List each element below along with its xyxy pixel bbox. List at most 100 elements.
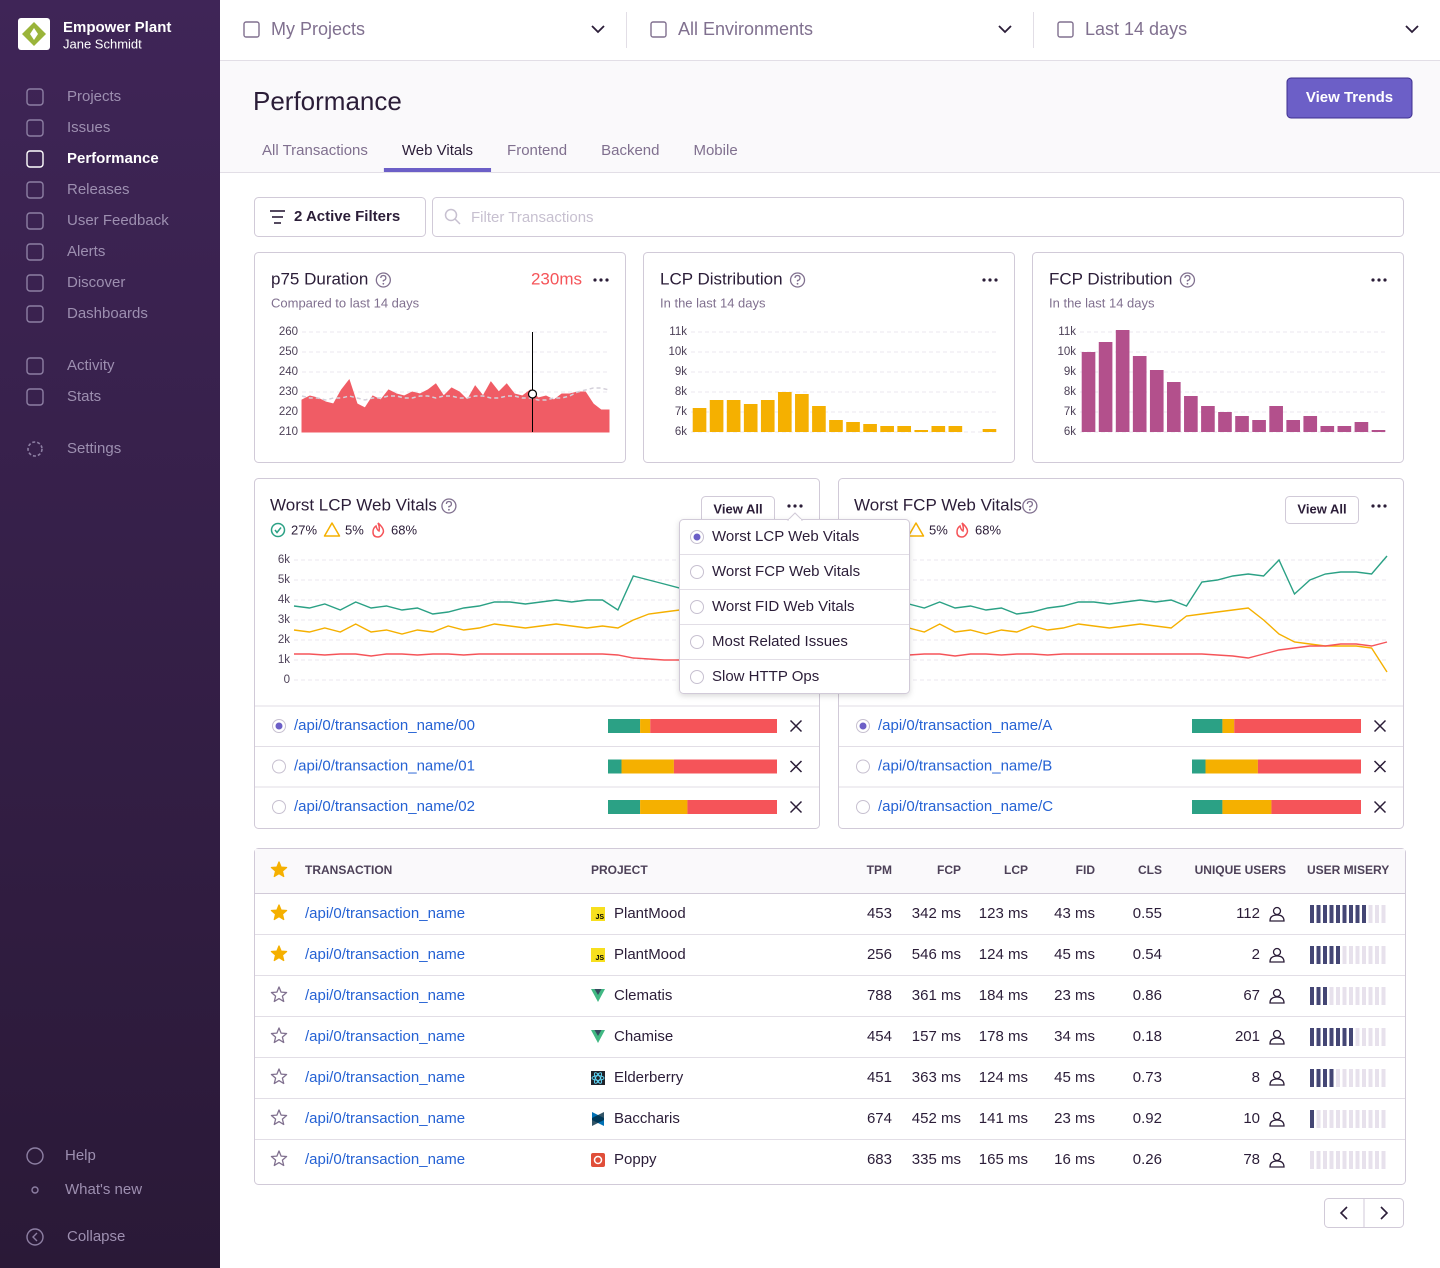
radio[interactable] [691,566,704,579]
tab[interactable]: All Transactions [262,142,368,159]
misery-segment [1362,905,1366,923]
cell-fcp: 452 ms [912,1110,961,1127]
more-icon [599,278,602,281]
radio[interactable] [691,671,704,684]
radio[interactable] [273,801,286,814]
menu-option[interactable]: Worst LCP Web Vitals [712,528,859,545]
misery-segment [1375,1151,1379,1169]
cell-fid: 45 ms [1054,946,1095,963]
project-name: Elderberry [614,1069,684,1086]
tab[interactable]: Backend [601,142,659,159]
transaction-link[interactable]: /api/0/transaction_name [305,1110,465,1127]
card-title: p75 Duration [271,269,368,288]
view-all-label[interactable]: View All [1297,501,1346,516]
bar [1355,422,1369,432]
misery-segment [1343,1028,1347,1046]
misery-segment [1382,1028,1386,1046]
transaction-link[interactable]: /api/0/transaction_name/01 [294,757,475,774]
radio[interactable] [691,636,704,649]
bar [1320,426,1334,432]
nav-item[interactable]: Activity [67,357,115,374]
misery-segment [1375,1028,1379,1046]
breakdown-segment [608,719,640,733]
cell-cls: 0.26 [1133,1151,1162,1168]
misery-segment [1369,1110,1373,1128]
nav-item[interactable]: Projects [67,88,121,105]
bar [1099,342,1113,432]
cell-cls: 0.18 [1133,1028,1162,1045]
misery-segment [1317,1028,1321,1046]
nav-item[interactable]: Help [65,1147,96,1164]
tab[interactable]: Frontend [507,142,567,159]
card-title: FCP Distribution [1049,269,1172,288]
transaction-link[interactable]: /api/0/transaction_name [305,1028,465,1045]
nav-item[interactable]: Performance [67,150,159,167]
column-header: USER MISERY [1307,863,1389,877]
misery-segment [1349,1069,1353,1087]
nav-item[interactable]: Collapse [67,1228,125,1245]
misery-segment [1362,1151,1366,1169]
misery-segment [1310,1151,1314,1169]
more-icon [793,504,796,507]
more-icon [1377,504,1380,507]
transaction-link[interactable]: /api/0/transaction_name [305,905,465,922]
transaction-link[interactable]: /api/0/transaction_name/C [878,798,1053,815]
platform-icon-label: JS [595,955,604,962]
card-subtitle: Compared to last 14 days [271,295,420,310]
transaction-link[interactable]: /api/0/transaction_name [305,987,465,1004]
breakdown-segment [1192,760,1206,774]
misery-segment [1375,1069,1379,1087]
radio[interactable] [857,801,870,814]
help-icon [1029,509,1031,511]
nav-item[interactable]: Settings [67,440,121,457]
view-all-label[interactable]: View All [713,501,762,516]
project-name: Poppy [614,1151,657,1168]
tab[interactable]: Mobile [693,142,737,159]
selector[interactable]: All Environments [678,19,813,39]
nav-item[interactable]: Discover [67,274,125,291]
button-label[interactable]: View Trends [1306,89,1393,106]
nav-item[interactable]: Alerts [67,243,105,260]
menu-option[interactable]: Most Related Issues [712,633,848,650]
misery-segment [1317,905,1321,923]
cell-fcp: 546 ms [912,946,961,963]
transaction-link[interactable]: /api/0/transaction_name/A [878,717,1052,734]
transaction-link[interactable]: /api/0/transaction_name [305,1069,465,1086]
misery-segment [1362,1110,1366,1128]
transaction-link[interactable]: /api/0/transaction_name/B [878,757,1052,774]
radio[interactable] [691,601,704,614]
menu-option[interactable]: Slow HTTP Ops [712,668,819,685]
y-tick-label: 10k [668,346,687,358]
nav-item[interactable]: Issues [67,119,110,136]
transaction-link[interactable]: /api/0/transaction_name/00 [294,717,475,734]
misery-segment [1310,987,1314,1005]
transaction-link[interactable]: /api/0/transaction_name [305,946,465,963]
misery-segment [1310,1110,1314,1128]
nav-item[interactable]: Dashboards [67,305,148,322]
misery-segment [1317,1151,1321,1169]
y-tick-label: 220 [279,406,298,418]
y-tick-label: 6k [1064,426,1076,438]
misery-segment [1330,905,1334,923]
nav-item[interactable]: Stats [67,388,101,405]
nav-item[interactable]: What's new [65,1181,142,1198]
cell-lcp: 184 ms [979,987,1028,1004]
more-icon [787,504,790,507]
transaction-link[interactable]: /api/0/transaction_name [305,1151,465,1168]
nav-item[interactable]: User Feedback [67,212,169,229]
transaction-link[interactable]: /api/0/transaction_name/02 [294,798,475,815]
selector[interactable]: Last 14 days [1085,19,1187,39]
menu-option[interactable]: Worst FID Web Vitals [712,598,855,615]
nav-item[interactable]: Releases [67,181,130,198]
bar [693,408,707,432]
bar [1286,420,1300,432]
selector[interactable]: My Projects [271,19,365,39]
tab[interactable]: Web Vitals [402,142,473,159]
radio[interactable] [273,760,286,773]
menu-option[interactable]: Worst FCP Web Vitals [712,563,860,580]
filter-button-label[interactable]: 2 Active Filters [294,208,400,225]
platform-icon [591,1153,605,1167]
radio[interactable] [857,760,870,773]
bar [1133,356,1147,432]
